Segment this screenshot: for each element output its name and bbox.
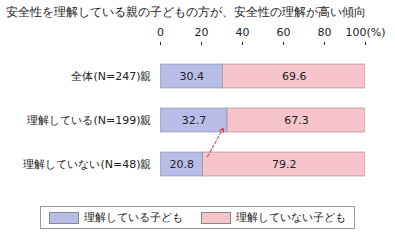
html-text:理解している子ども: 理解している子ども — [84, 211, 183, 224]
svg-text:80: 80 — [318, 26, 332, 39]
html-text:安全性を理解している親の子どもの方が、安全性の理解が高い傾向: 安全性を理解している親の子どもの方が、安全性の理解が高い傾向 — [6, 5, 366, 19]
svg-text:60: 60 — [277, 26, 291, 39]
svg-text:40: 40 — [236, 26, 250, 39]
svg-text:69.6: 69.6 — [282, 70, 307, 83]
svg-text:20: 20 — [195, 26, 209, 39]
svg-text:20.8: 20.8 — [170, 158, 195, 171]
html-text:理解していない子ども: 理解していない子ども — [236, 211, 346, 224]
svg-text:全体(N=247)親: 全体(N=247)親 — [71, 70, 151, 83]
svg-text:0: 0 — [157, 26, 164, 39]
svg-text:30.4: 30.4 — [179, 70, 204, 83]
svg-text:100(%): 100(%) — [345, 26, 385, 39]
svg-text:79.2: 79.2 — [272, 158, 297, 171]
svg-text:67.3: 67.3 — [284, 114, 309, 127]
svg-text:理解している(N=199)親: 理解している(N=199)親 — [27, 114, 151, 127]
svg-text:32.7: 32.7 — [182, 114, 207, 127]
svg-text:理解していない(N=48)親: 理解していない(N=48)親 — [23, 158, 151, 171]
